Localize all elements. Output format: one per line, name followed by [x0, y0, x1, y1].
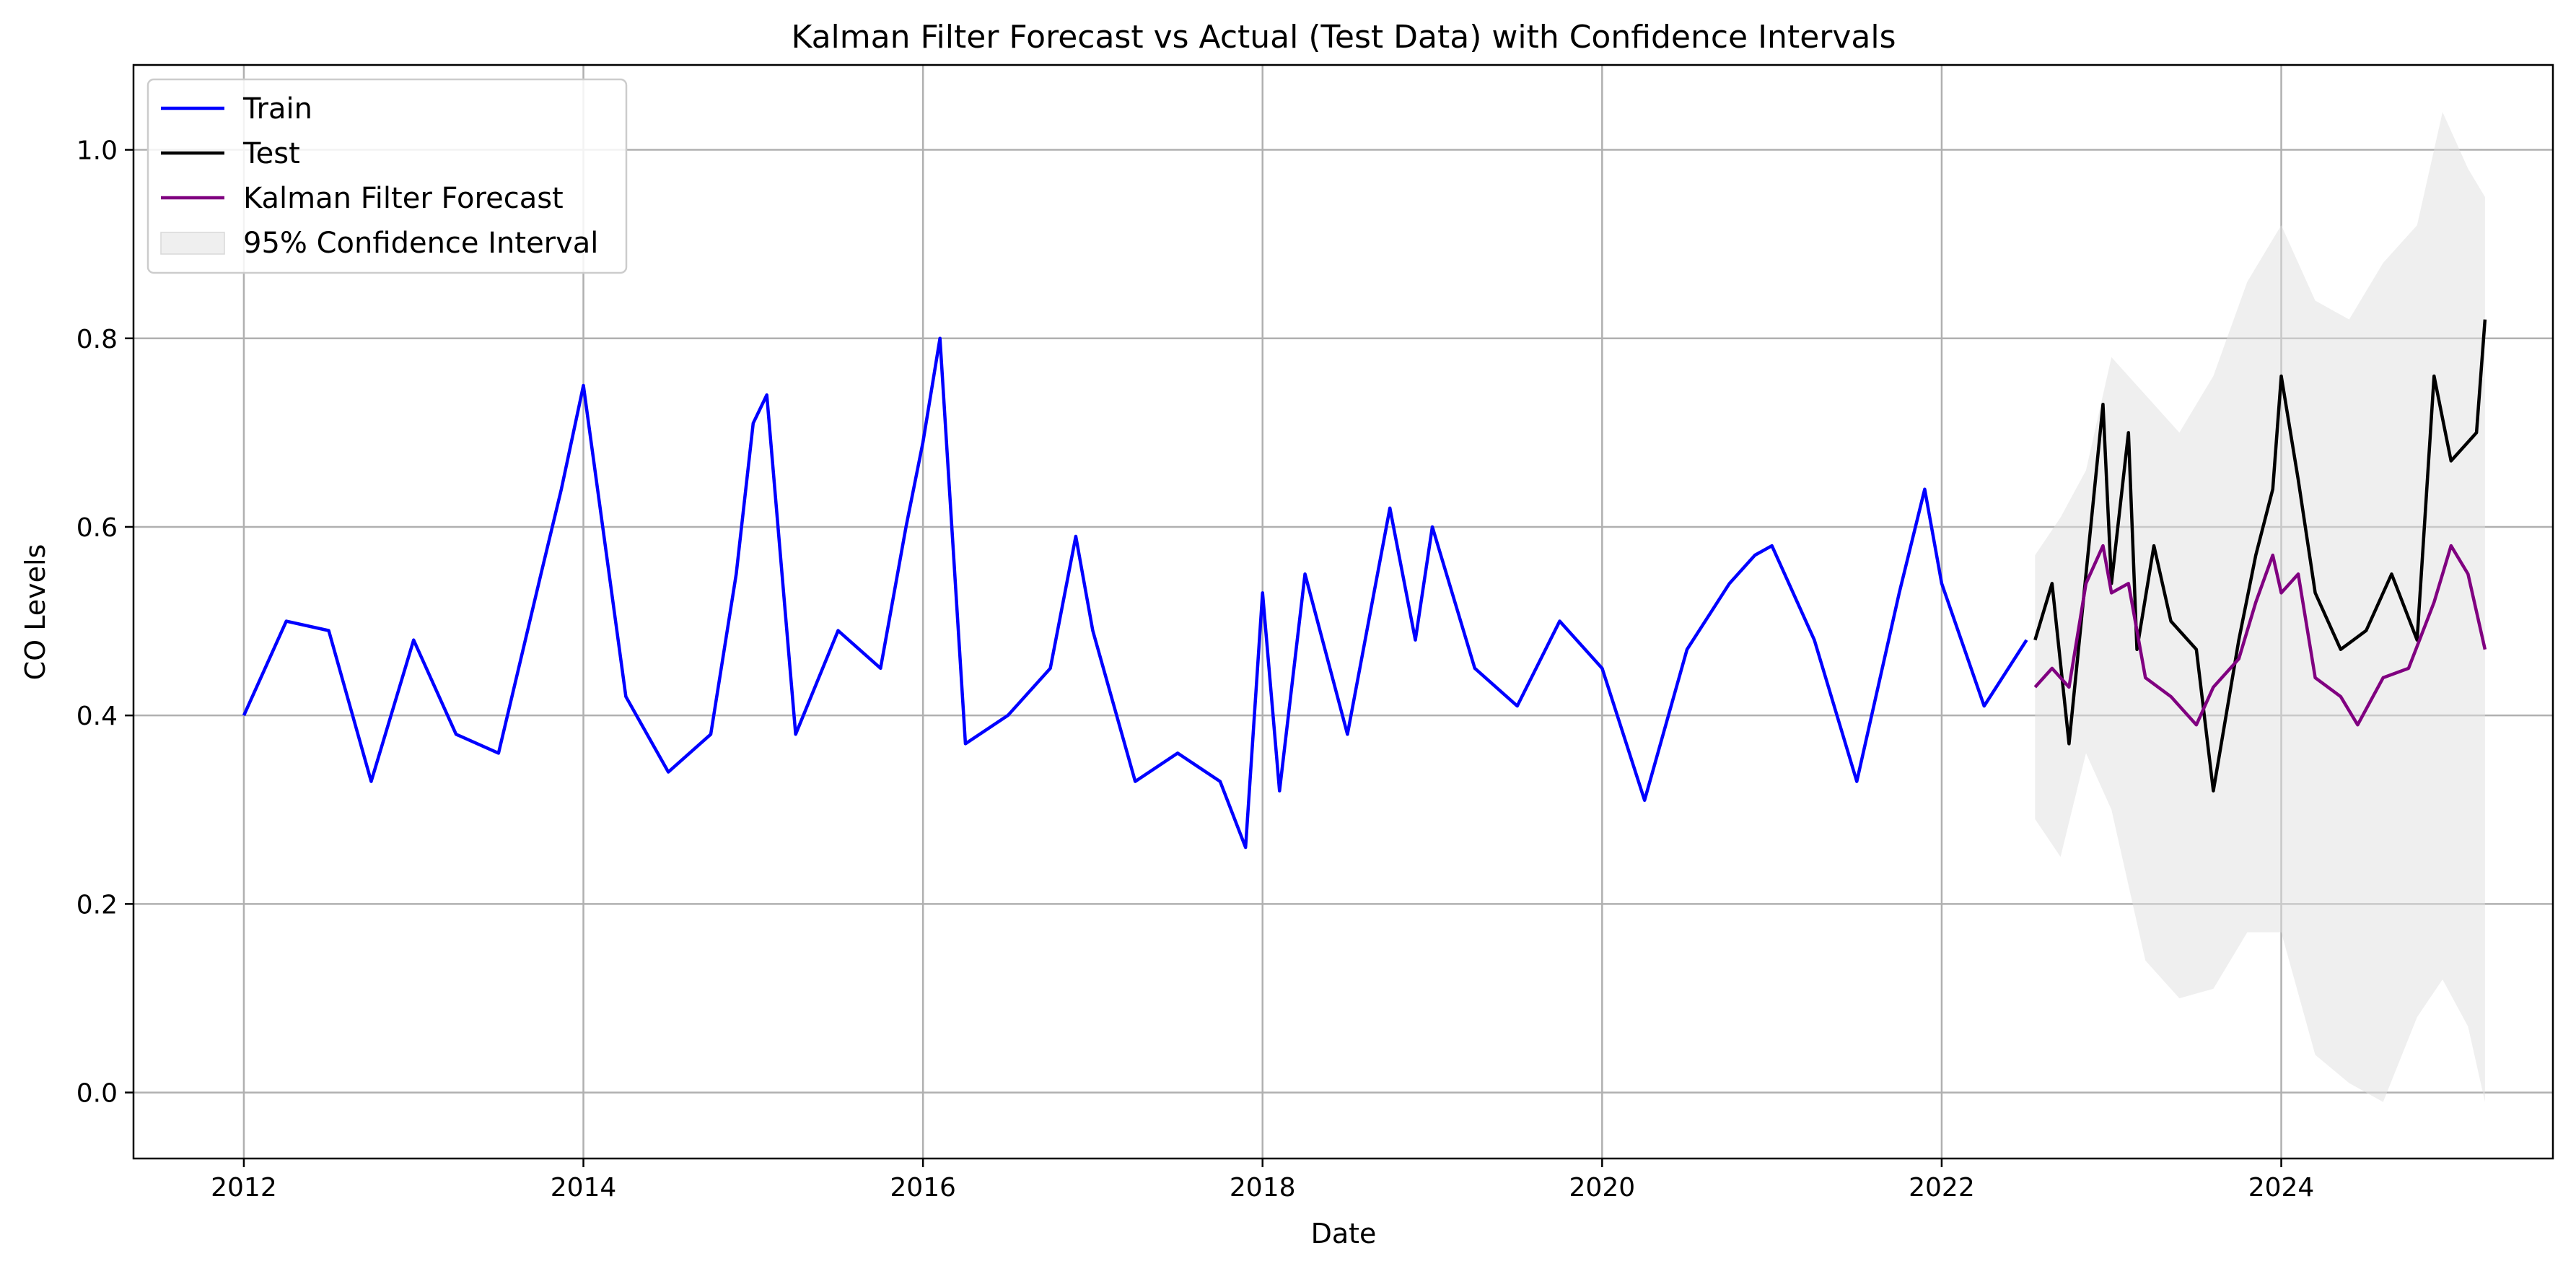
confidence-band-layer: [2035, 112, 2485, 1102]
y-axis-label: CO Levels: [19, 544, 51, 681]
x-tick-label: 2012: [211, 1173, 277, 1203]
x-tick-label: 2018: [1230, 1173, 1296, 1203]
legend-swatch: [160, 232, 225, 255]
series-line-train: [242, 336, 2028, 850]
legend-entry-label: 95% Confidence Interval: [243, 227, 598, 260]
tick-layer: 2012 2014 2016 2018 2020 2022 2024 0.0 0.2 0.4 0.6…: [76, 136, 2315, 1203]
series-line-kalman-filter-forecast: [2033, 544, 2487, 727]
y-tick-label: 0.6: [76, 513, 118, 543]
x-tick-label: 2022: [1909, 1173, 1975, 1203]
x-tick-label: 2014: [551, 1173, 617, 1203]
y-tick-label: 1.0: [76, 136, 118, 166]
legend-entry-label: Train: [242, 92, 312, 126]
x-axis-label: Date: [1311, 1218, 1377, 1249]
legend-entry-label: Kalman Filter Forecast: [243, 182, 564, 215]
legend-box: [146, 78, 628, 274]
y-tick-label: 0.0: [76, 1079, 118, 1109]
y-tick-label: 0.2: [76, 890, 118, 920]
chart-title: Kalman Filter Forecast vs Actual (Test D…: [791, 19, 1896, 56]
series-layer: [242, 319, 2487, 850]
legend: Train Test Kalman Filter Forecast 95% Confi…: [146, 78, 628, 274]
y-tick-label: 0.4: [76, 702, 118, 731]
y-tick-label: 0.8: [76, 325, 118, 354]
series-line-test: [2033, 319, 2487, 793]
x-tick-label: 2020: [1569, 1173, 1636, 1203]
x-tick-label: 2024: [2248, 1173, 2315, 1203]
legend-entry-label: Test: [242, 137, 300, 170]
plot-frame: [132, 64, 2554, 1160]
x-tick-label: 2016: [890, 1173, 956, 1203]
confidence-band: [2035, 112, 2485, 1102]
